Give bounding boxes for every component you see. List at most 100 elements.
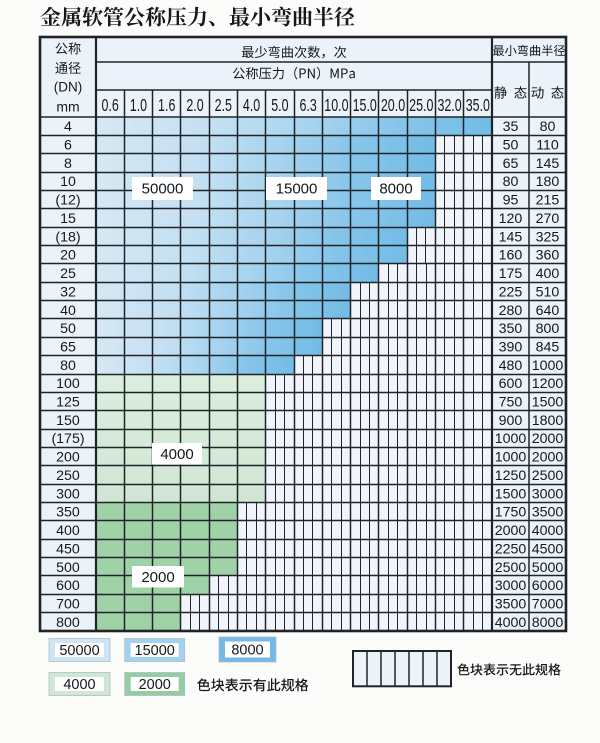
svg-text:1800: 1800 — [532, 413, 564, 429]
svg-text:25.0: 25.0 — [409, 96, 433, 116]
svg-text:50: 50 — [60, 321, 76, 337]
svg-text:180: 180 — [536, 174, 560, 190]
svg-text:32: 32 — [60, 284, 76, 300]
svg-text:mm: mm — [56, 98, 79, 114]
svg-text:1000: 1000 — [495, 431, 527, 447]
svg-text:50: 50 — [503, 138, 519, 154]
svg-text:65: 65 — [60, 340, 76, 356]
svg-text:2.0: 2.0 — [186, 96, 203, 116]
svg-text:4000: 4000 — [63, 677, 95, 693]
svg-text:10.0: 10.0 — [324, 96, 348, 116]
svg-text:8000: 8000 — [532, 615, 564, 631]
svg-text:500: 500 — [56, 560, 80, 576]
svg-text:1200: 1200 — [532, 376, 564, 392]
svg-text:280: 280 — [499, 303, 523, 319]
svg-text:7000: 7000 — [532, 597, 564, 613]
svg-text:325: 325 — [536, 229, 560, 245]
svg-text:125: 125 — [56, 395, 80, 411]
svg-text:25: 25 — [60, 266, 76, 282]
svg-text:20.0: 20.0 — [381, 96, 405, 116]
svg-text:120: 120 — [499, 211, 523, 227]
svg-text:700: 700 — [56, 597, 80, 613]
svg-text:(175): (175) — [51, 431, 84, 447]
svg-text:4.0: 4.0 — [243, 96, 260, 116]
svg-text:2000: 2000 — [139, 677, 171, 693]
svg-text:95: 95 — [503, 193, 519, 209]
svg-text:750: 750 — [499, 395, 523, 411]
svg-text:1000: 1000 — [532, 358, 564, 374]
svg-text:150: 150 — [56, 413, 80, 429]
svg-text:6000: 6000 — [532, 578, 564, 594]
svg-text:50000: 50000 — [142, 181, 184, 198]
svg-text:2.5: 2.5 — [215, 96, 232, 116]
svg-text:800: 800 — [56, 615, 80, 631]
svg-text:480: 480 — [499, 358, 523, 374]
svg-text:35: 35 — [503, 119, 519, 135]
svg-text:8000: 8000 — [231, 643, 263, 659]
svg-text:400: 400 — [536, 266, 560, 282]
svg-text:200: 200 — [56, 450, 80, 466]
svg-text:35.0: 35.0 — [466, 96, 490, 116]
svg-text:15.0: 15.0 — [353, 96, 377, 116]
svg-text:1500: 1500 — [495, 486, 527, 502]
svg-text:2000: 2000 — [532, 431, 564, 447]
svg-text:80: 80 — [503, 174, 519, 190]
svg-text:110: 110 — [536, 138, 559, 154]
svg-text:845: 845 — [536, 340, 560, 356]
svg-text:8000: 8000 — [379, 181, 412, 198]
svg-text:250: 250 — [56, 468, 80, 484]
svg-text:(12): (12) — [55, 193, 80, 209]
svg-text:600: 600 — [499, 376, 523, 392]
svg-text:215: 215 — [536, 193, 560, 209]
svg-text:225: 225 — [499, 284, 523, 300]
svg-text:1750: 1750 — [495, 505, 527, 521]
svg-text:350: 350 — [56, 505, 80, 521]
svg-text:145: 145 — [536, 156, 560, 172]
svg-text:1.0: 1.0 — [130, 96, 147, 116]
svg-text:900: 900 — [499, 413, 523, 429]
svg-text:5.0: 5.0 — [271, 96, 288, 116]
svg-text:32.0: 32.0 — [437, 96, 461, 116]
svg-text:3500: 3500 — [495, 597, 527, 613]
svg-text:4000: 4000 — [532, 523, 564, 539]
svg-text:390: 390 — [499, 340, 523, 356]
svg-text:15: 15 — [60, 211, 76, 227]
svg-text:2000: 2000 — [495, 523, 527, 539]
svg-text:2500: 2500 — [532, 468, 564, 484]
svg-text:5000: 5000 — [532, 560, 564, 576]
svg-text:15000: 15000 — [276, 181, 318, 198]
svg-text:2000: 2000 — [141, 569, 174, 586]
svg-text:4500: 4500 — [532, 541, 564, 557]
svg-text:1250: 1250 — [495, 468, 527, 484]
svg-text:2500: 2500 — [495, 560, 527, 576]
svg-text:4000: 4000 — [495, 615, 527, 631]
svg-text:1000: 1000 — [495, 450, 527, 466]
svg-text:4000: 4000 — [160, 446, 193, 463]
svg-text:3500: 3500 — [532, 505, 564, 521]
svg-text:450: 450 — [56, 541, 80, 557]
svg-text:(18): (18) — [55, 229, 80, 245]
svg-text:600: 600 — [56, 578, 80, 594]
svg-text:160: 160 — [499, 248, 523, 264]
svg-text:3000: 3000 — [495, 578, 527, 594]
svg-text:510: 510 — [536, 284, 560, 300]
svg-text:3000: 3000 — [532, 486, 564, 502]
svg-text:20: 20 — [60, 248, 76, 264]
svg-text:0.6: 0.6 — [101, 96, 118, 116]
svg-text:800: 800 — [536, 321, 560, 337]
svg-text:360: 360 — [536, 248, 560, 264]
svg-text:65: 65 — [503, 156, 519, 172]
svg-text:1.6: 1.6 — [158, 96, 175, 116]
svg-text:10: 10 — [60, 174, 76, 190]
svg-text:175: 175 — [499, 266, 523, 282]
svg-text:(DN): (DN) — [54, 79, 83, 94]
svg-text:2250: 2250 — [495, 541, 527, 557]
svg-text:400: 400 — [56, 523, 80, 539]
svg-text:6: 6 — [64, 138, 72, 154]
svg-text:1500: 1500 — [532, 395, 564, 411]
svg-text:15000: 15000 — [135, 643, 175, 659]
svg-text:80: 80 — [540, 119, 556, 135]
svg-text:6.3: 6.3 — [299, 96, 316, 116]
svg-text:50000: 50000 — [59, 643, 99, 659]
svg-text:80: 80 — [60, 358, 76, 374]
